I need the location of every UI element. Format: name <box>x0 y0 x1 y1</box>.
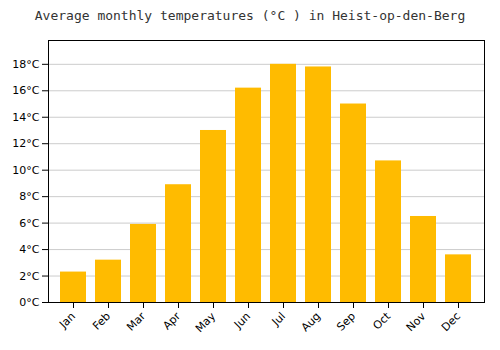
svg-text:0°C: 0°C <box>19 296 39 309</box>
svg-text:10°C: 10°C <box>12 164 39 177</box>
svg-text:Jul: Jul <box>269 310 288 329</box>
svg-text:Oct: Oct <box>370 309 393 332</box>
html-text:Average monthly temperatures (: Average monthly temperatures (°C ) in He… <box>34 8 466 23</box>
svg-text:Aug: Aug <box>299 310 323 334</box>
svg-text:May: May <box>193 309 219 335</box>
svg-text:Dec: Dec <box>439 310 463 334</box>
svg-text:8°C: 8°C <box>19 190 39 203</box>
svg-text:2°C: 2°C <box>19 270 39 283</box>
svg-text:6°C: 6°C <box>19 217 39 230</box>
svg-text:Jun: Jun <box>231 310 253 332</box>
svg-text:Nov: Nov <box>404 309 429 334</box>
svg-text:12°C: 12°C <box>12 137 39 150</box>
svg-text:18°C: 18°C <box>12 58 39 71</box>
svg-text:Mar: Mar <box>124 309 148 333</box>
svg-text:Apr: Apr <box>160 309 183 332</box>
svg-text:4°C: 4°C <box>19 243 39 256</box>
svg-text:Feb: Feb <box>90 310 113 333</box>
svg-text:Sep: Sep <box>334 310 358 334</box>
svg-text:16°C: 16°C <box>12 84 39 97</box>
svg-text:Jan: Jan <box>56 310 78 332</box>
svg-text:14°C: 14°C <box>12 111 39 124</box>
